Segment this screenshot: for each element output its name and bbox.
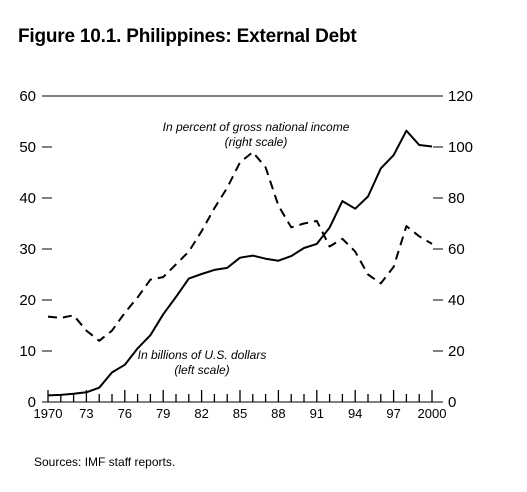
x-tick-label: 2000 [418,406,447,421]
y-right-tick-label: 0 [448,394,456,411]
series-layer [47,129,433,397]
x-tick-label: 1970 [34,406,63,421]
y-left-tick-label: 50 [19,139,36,156]
y-right-tick-label: 100 [448,139,473,156]
x-tick-label: 76 [118,406,132,421]
source-note: Sources: IMF staff reports. [34,455,176,469]
chart-title: Figure 10.1. Philippines: External Debt [18,26,357,47]
y-right-tick-label: 80 [448,190,465,207]
y-left-tick-label: 10 [19,343,36,360]
y-right-tick-label: 60 [448,241,465,258]
annotation-right-scale: (right scale) [225,135,288,149]
y-right-tick-label: 40 [448,292,465,309]
x-tick-label: 73 [79,406,93,421]
annotation-right-scale: In percent of gross national income [163,120,350,134]
y-left-tick-label: 40 [19,190,36,207]
debt-gni-line [47,151,433,342]
debt-usd-line [47,129,433,397]
x-tick-label: 91 [310,406,324,421]
y-left-tick-label: 20 [19,292,36,309]
annotation-left-scale: In billions of U.S. dollars [138,348,267,362]
x-tick-label: 94 [348,406,362,421]
y-right-tick-label: 120 [448,88,473,105]
x-tick-label: 85 [233,406,247,421]
x-tick-label: 79 [156,406,170,421]
x-tick-label: 88 [271,406,285,421]
annotation-left-scale: (left scale) [174,363,229,377]
y-left-tick-label: 0 [28,394,36,411]
annotation-layer: In billions of U.S. dollars(left scale) I… [138,120,350,377]
y-right-tick-label: 20 [448,343,465,360]
y-left-tick-label: 30 [19,241,36,258]
y-left-tick-label: 60 [19,88,36,105]
chart-axes: 0 10 20 30 40 50 60 0 20 40 60 80 100 120 1970 73 76 79 82… [19,88,473,421]
x-tick-label: 97 [386,406,400,421]
x-tick-label: 82 [194,406,208,421]
